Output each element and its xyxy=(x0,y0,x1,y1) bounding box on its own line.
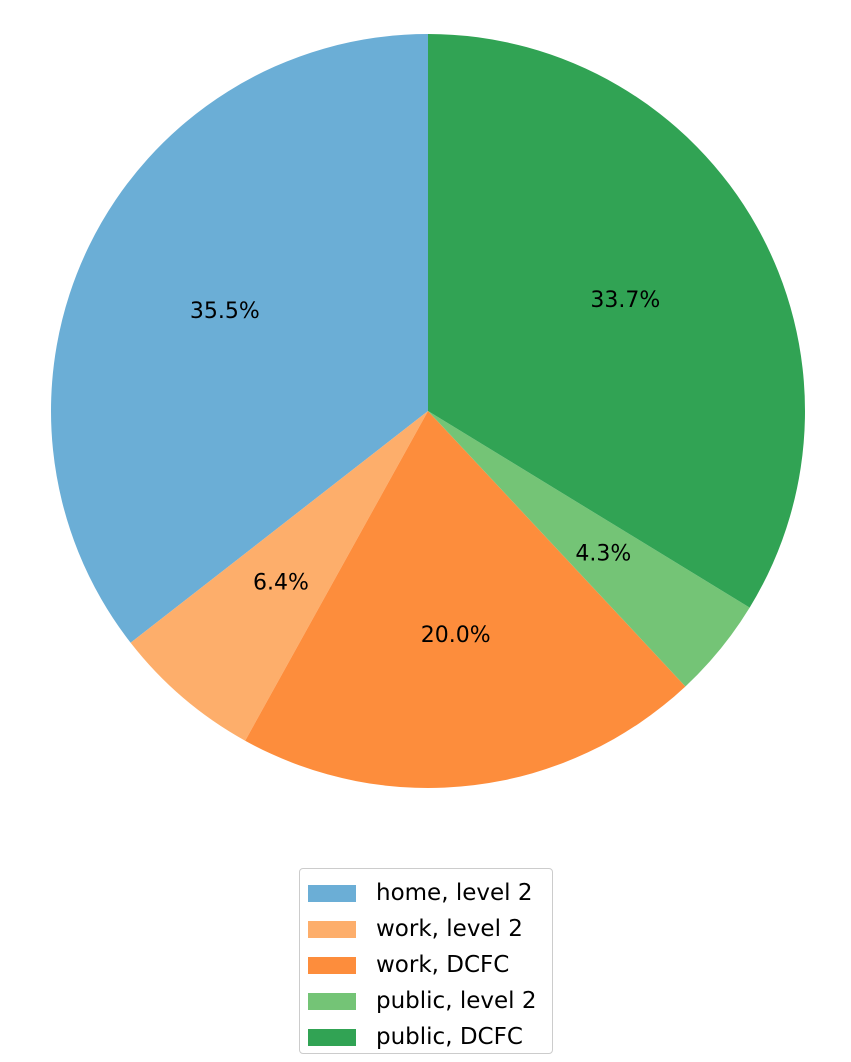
pie-slice-4 xyxy=(428,33,806,608)
slice-pct-label-2: 20.0% xyxy=(421,623,491,648)
legend-label-1: work, level 2 xyxy=(376,916,523,942)
slice-pct-label-3: 4.3% xyxy=(575,541,631,566)
pie-labels: 35.5% 6.4% 20.0% 4.3% 33.7% xyxy=(190,288,660,648)
pie-chart: 35.5% 6.4% 20.0% 4.3% 33.7% xyxy=(51,33,806,789)
legend-swatch-4 xyxy=(308,1028,356,1046)
legend-swatch-0 xyxy=(308,884,356,902)
legend-item-2: work, DCFC xyxy=(308,947,552,983)
chart-legend: home, level 2 work, level 2 work, DCFC publ… xyxy=(299,868,553,1054)
legend-label-2: work, DCFC xyxy=(376,952,510,978)
legend-item-4: public, DCFC xyxy=(308,1019,552,1055)
pie-slices xyxy=(51,33,806,789)
legend-label-3: public, level 2 xyxy=(376,988,537,1014)
slice-pct-label-0: 35.5% xyxy=(190,299,260,324)
legend-swatch-3 xyxy=(308,992,356,1010)
legend-item-0: home, level 2 xyxy=(308,875,552,911)
legend-label-0: home, level 2 xyxy=(376,880,533,906)
pie-slice-0 xyxy=(51,34,429,643)
legend-label-4: public, DCFC xyxy=(376,1024,523,1050)
pie-slice-1 xyxy=(130,411,428,741)
slice-pct-label-1: 6.4% xyxy=(253,570,309,595)
pie-slice-3 xyxy=(428,411,750,687)
pie-slice-2 xyxy=(245,411,686,789)
legend-item-1: work, level 2 xyxy=(308,911,552,947)
legend-swatch-2 xyxy=(308,956,356,974)
legend-swatch-1 xyxy=(308,920,356,938)
slice-pct-label-4: 33.7% xyxy=(590,288,660,313)
legend-item-3: public, level 2 xyxy=(308,983,552,1019)
